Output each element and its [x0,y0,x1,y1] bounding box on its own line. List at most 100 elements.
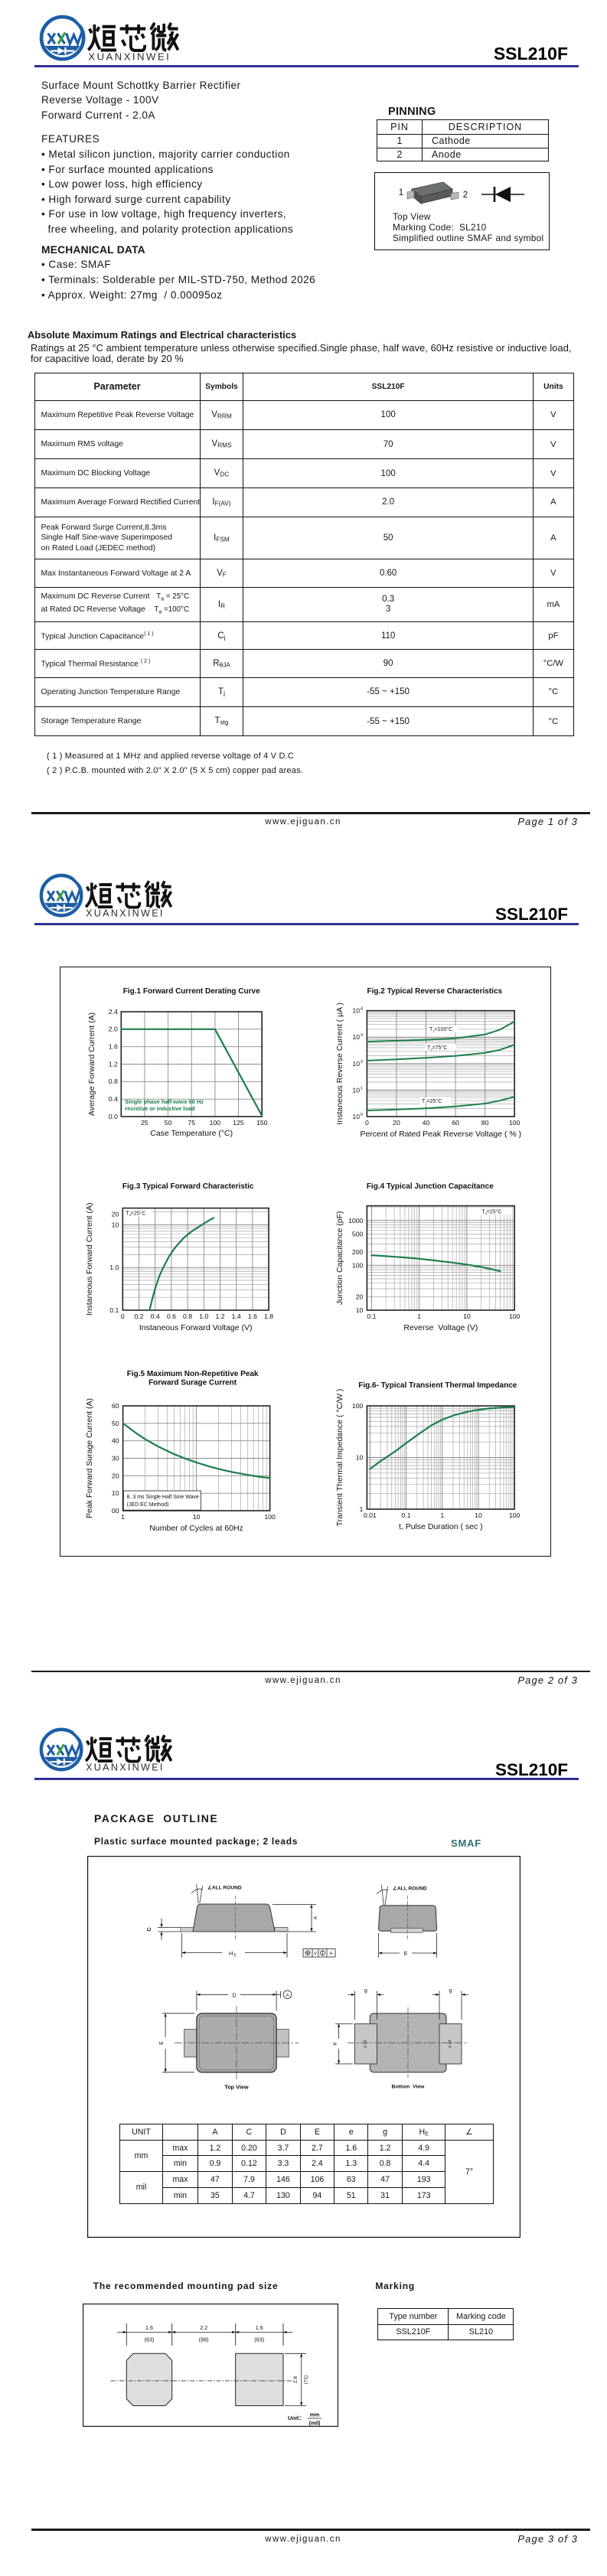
svg-text:D: D [232,1991,236,1998]
svg-text:TJ=75°C: TJ=75°C [427,1045,447,1052]
svg-text:20: 20 [356,1293,364,1300]
svg-text:100: 100 [509,1119,521,1127]
svg-text:1: 1 [361,1086,363,1091]
svg-text:(63): (63) [254,2336,264,2343]
svg-text:1.6: 1.6 [248,1312,257,1320]
svg-text:Average Forward Current (A): Average Forward Current (A) [87,1012,96,1116]
svg-text:TJ=25°C: TJ=25°C [481,1209,501,1216]
svg-text:60: 60 [452,1119,459,1127]
svg-text:1: 1 [440,1511,444,1519]
svg-text:Percent of Rated Peak Reverse: Percent of Rated Peak Reverse Voltage ( … [360,1130,521,1139]
svg-text:1.0: 1.0 [199,1312,208,1320]
svg-text:8. 3 ms Single Half Sine Wave: 8. 3 ms Single Half Sine Wave [127,1495,199,1500]
svg-text:0.0: 0.0 [109,1113,118,1120]
svg-text:XUANXINWEI: XUANXINWEI [88,51,171,63]
svg-text:1: 1 [417,1312,421,1320]
svg-text:1.4: 1.4 [232,1312,241,1320]
svg-text:(mil): (mil) [309,2421,321,2426]
svg-text:150: 150 [256,1119,268,1127]
svg-text:Reverse Voltage (V): Reverse Voltage (V) [403,1323,478,1332]
svg-text:50: 50 [112,1420,119,1427]
svg-text:0.8: 0.8 [183,1312,192,1320]
svg-text:2.4: 2.4 [109,1008,118,1016]
svg-text:E: E [404,1950,408,1957]
svg-text:50: 50 [165,1119,172,1127]
svg-text:Top View: Top View [224,2084,249,2091]
svg-text:2.2: 2.2 [200,2324,207,2331]
svg-text:40: 40 [112,1437,119,1445]
svg-text:4: 4 [361,1007,363,1012]
svg-text:E: E [234,1954,237,1958]
svg-text:Forward Surage Current: Forward Surage Current [148,1379,237,1387]
svg-text:1.8: 1.8 [264,1312,273,1320]
svg-text:2: 2 [361,1060,363,1065]
svg-text:20: 20 [393,1119,400,1127]
svg-text:0.8: 0.8 [109,1078,118,1085]
svg-text:1: 1 [121,1513,125,1521]
svg-text:Fig.5 Maximum Non-Repetitive: Fig.5 Maximum Non-Repetitive Peak [127,1370,259,1378]
svg-text:0.6: 0.6 [167,1312,176,1320]
svg-text:10: 10 [193,1513,201,1521]
svg-text:2: 2 [463,191,468,200]
svg-text:g: g [449,1988,452,1994]
svg-text:0.1: 0.1 [402,1511,411,1519]
svg-text:g: g [364,1988,367,1994]
svg-text:E: E [158,2041,165,2045]
svg-text:∠ALL ROUND: ∠ALL ROUND [393,1886,427,1892]
svg-text:Fig.1 Forward Current Deratin: Fig.1 Forward Current Derating Curve [123,987,260,996]
svg-text:60: 60 [112,1402,119,1410]
svg-text:e: e [333,2042,338,2045]
svg-text:1.6: 1.6 [145,2324,153,2331]
svg-text:10: 10 [352,1060,360,1068]
svg-text:10: 10 [475,1511,482,1519]
svg-text:0.4: 0.4 [151,1312,160,1320]
svg-text:3: 3 [361,1033,363,1038]
svg-text:Fig.4 Typical Junction Capaci: Fig.4 Typical Junction Capacitance [367,1182,494,1191]
svg-text:Fig.2 Typical Reverse Charact: Fig.2 Typical Reverse Characteristics [367,987,503,996]
svg-text:XUANXINWEI: XUANXINWEI [86,1762,165,1773]
svg-text:1.6: 1.6 [256,2324,263,2331]
svg-text:TJ=25°C: TJ=25°C [126,1211,145,1218]
svg-text:mm: mm [310,2412,319,2418]
svg-text:100: 100 [210,1119,221,1127]
svg-text:V: V [314,1952,317,1956]
svg-text:100: 100 [352,1402,364,1410]
svg-text:10: 10 [463,1312,471,1320]
svg-text:100: 100 [509,1312,521,1320]
svg-text:10: 10 [112,1221,119,1228]
svg-text:2.0: 2.0 [109,1026,118,1033]
svg-text:1: 1 [360,1505,364,1513]
svg-text:80: 80 [481,1119,489,1127]
svg-text:1.2: 1.2 [109,1060,118,1068]
svg-text:(63): (63) [144,2336,154,2343]
svg-text:Number of Cycles at 60Hz: Number of Cycles at 60Hz [149,1524,243,1533]
svg-text:(JED EC Method): (JED EC Method) [127,1502,169,1508]
svg-text:00: 00 [112,1507,119,1515]
svg-text:1.2: 1.2 [215,1312,224,1320]
svg-text:10: 10 [352,1033,360,1041]
svg-text:Transient Thermal Impedance (: Transient Thermal Impedance ( °C/W ) [335,1389,344,1527]
svg-text:25: 25 [141,1119,148,1127]
svg-text:30: 30 [112,1455,119,1462]
svg-text:100: 100 [509,1511,521,1519]
svg-text:0: 0 [121,1312,125,1320]
svg-text:200: 200 [352,1248,364,1256]
svg-text:1.8: 1.8 [293,2375,299,2382]
svg-text:Case Temperature (°C): Case Temperature (°C) [150,1129,233,1138]
svg-text:10: 10 [356,1306,364,1314]
svg-text:20: 20 [112,1210,119,1218]
svg-text:A: A [286,1993,289,1998]
svg-text:Junction Capacitance (pF): Junction Capacitance (pF) [335,1211,344,1306]
svg-text:125: 125 [233,1119,244,1127]
svg-text:10: 10 [352,1113,360,1120]
svg-text:C: C [145,1927,152,1932]
svg-text:Instaneous Forward Voltage (V): Instaneous Forward Voltage (V) [139,1323,253,1332]
svg-text:100: 100 [264,1513,276,1521]
svg-text:Peak Forward Surage Current (A: Peak Forward Surage Current (A) [85,1398,94,1518]
svg-text:20: 20 [112,1472,119,1479]
svg-text:0.4: 0.4 [109,1095,118,1103]
svg-text:10: 10 [352,1007,360,1015]
svg-text:Unit：: Unit： [288,2415,305,2421]
svg-text:500: 500 [352,1230,364,1237]
svg-text:Bottom View: Bottom View [392,2085,426,2090]
